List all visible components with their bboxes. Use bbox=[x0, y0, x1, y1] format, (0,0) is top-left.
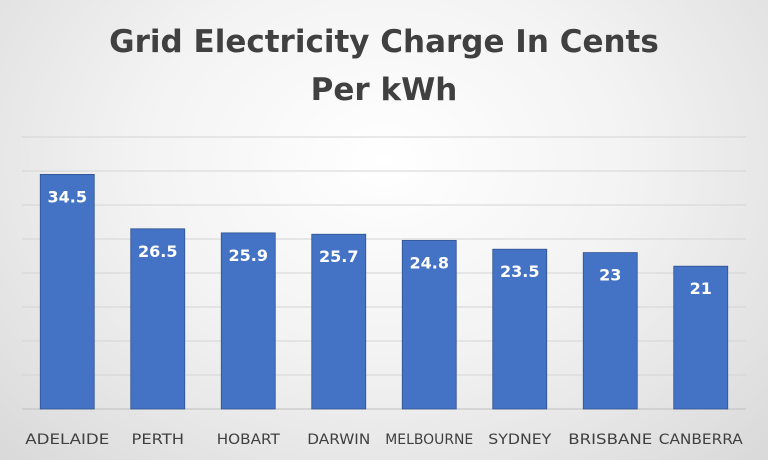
bars bbox=[39, 173, 729, 410]
data-label: 21 bbox=[690, 279, 712, 298]
data-label: 24.8 bbox=[410, 253, 449, 272]
bar-hobart bbox=[220, 232, 276, 410]
bar-melbourne bbox=[401, 239, 457, 410]
data-label: 34.5 bbox=[48, 187, 87, 206]
data-label: 23 bbox=[599, 266, 621, 285]
bar-canberra bbox=[673, 265, 729, 410]
tick-label-brisbane: BRISBANE bbox=[568, 432, 652, 448]
tick-label-darwin: DARWIN bbox=[307, 432, 370, 448]
data-label: 25.7 bbox=[319, 247, 358, 266]
data-label: 26.5 bbox=[138, 242, 177, 261]
data-label: 23.5 bbox=[500, 262, 539, 281]
tick-label-perth: PERTH bbox=[132, 432, 185, 448]
tick-label-sydney: SYDNEY bbox=[488, 432, 551, 448]
bar-perth bbox=[130, 228, 186, 410]
bar-adelaide bbox=[39, 173, 95, 410]
tick-label-adelaide: ADELAIDE bbox=[25, 432, 109, 448]
data-label: 25.9 bbox=[229, 246, 268, 265]
tick-label-canberra: CANBERRA bbox=[659, 432, 743, 448]
tick-label-melbourne: MELBOURNE bbox=[385, 432, 473, 448]
bar-darwin bbox=[311, 233, 367, 410]
tick-label-hobart: HOBART bbox=[217, 432, 280, 448]
bar-brisbane bbox=[582, 252, 638, 410]
chart-title: Grid Electricity Charge In Cents Per kWh bbox=[109, 24, 659, 108]
bar-sydney bbox=[492, 248, 548, 410]
data-labels: 34.5 26.5 25.9 25.7 24.8 23.5 23 21 bbox=[48, 187, 712, 298]
category-tick-labels: ADELAIDE PERTH HOBART DARWIN MELBOURNE SYDNEY… bbox=[25, 432, 743, 448]
